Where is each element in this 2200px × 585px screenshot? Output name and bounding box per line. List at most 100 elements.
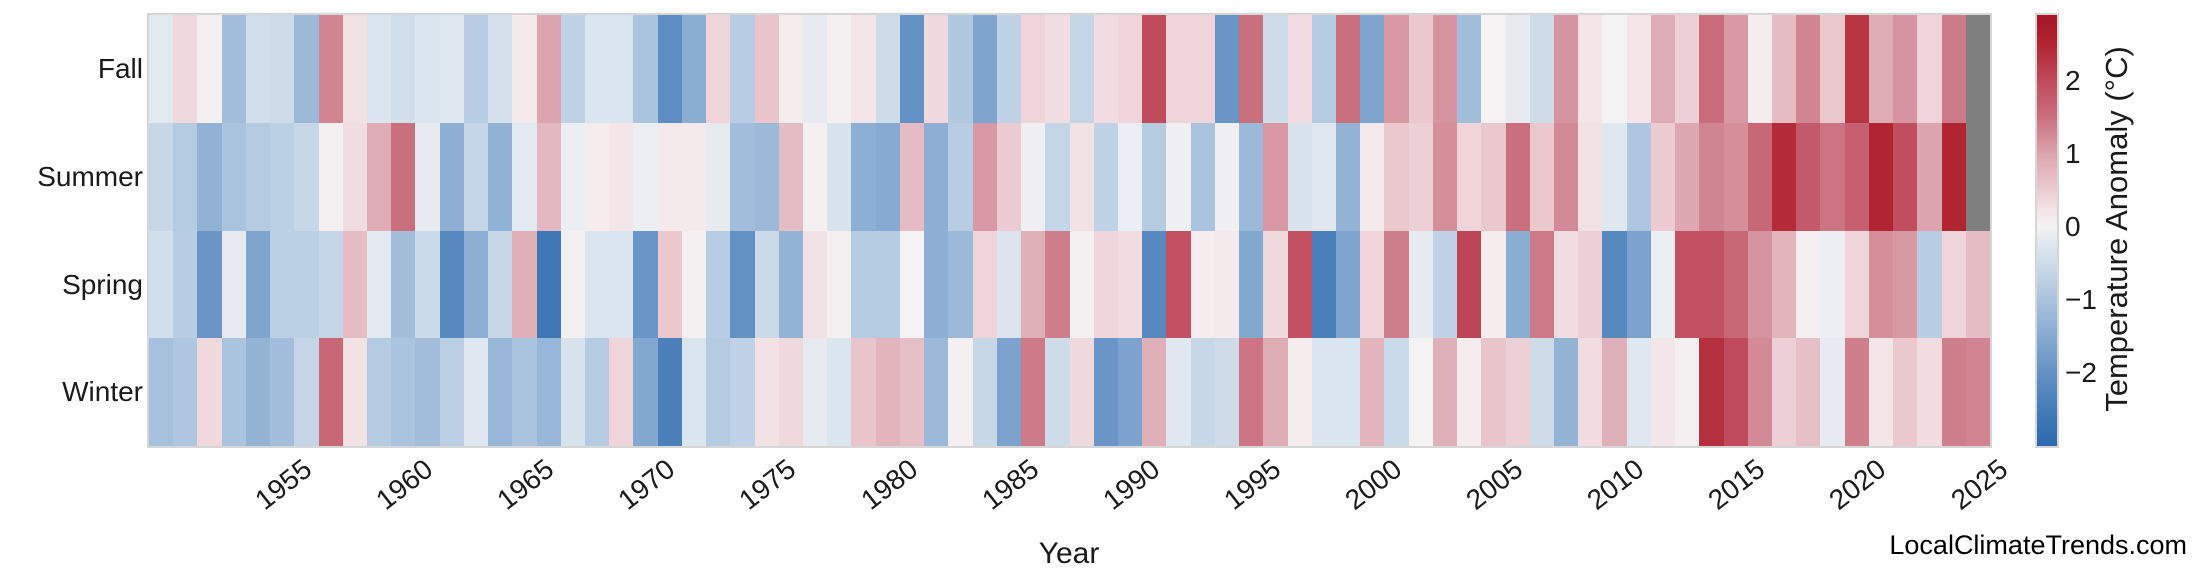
heatmap-cell bbox=[1069, 15, 1094, 123]
heatmap-cell bbox=[899, 15, 925, 123]
heatmap-cell bbox=[754, 230, 779, 339]
heatmap-cell bbox=[560, 230, 586, 339]
heatmap-cell bbox=[730, 338, 755, 446]
heatmap-cell bbox=[827, 338, 852, 446]
heatmap-cell bbox=[1384, 338, 1409, 446]
heatmap-cell bbox=[1481, 122, 1506, 231]
heatmap-cell bbox=[1432, 122, 1458, 231]
heatmap-cell bbox=[512, 122, 537, 231]
heatmap-cell bbox=[754, 122, 779, 231]
heatmap-cell bbox=[1335, 122, 1361, 231]
heatmap-cell bbox=[1384, 122, 1409, 231]
heatmap-cell bbox=[391, 15, 416, 123]
colorbar-label: Temperature Anomaly (°C) bbox=[2099, 46, 2134, 412]
heatmap-cell bbox=[1771, 230, 1797, 339]
heatmap-cell bbox=[754, 15, 779, 123]
heatmap-cell bbox=[1965, 338, 1990, 446]
x-tick-label: 2020 bbox=[1823, 453, 1892, 516]
heatmap-cell bbox=[1263, 338, 1288, 446]
heatmap-cell bbox=[1602, 122, 1627, 231]
heatmap-cell bbox=[1868, 338, 1894, 446]
heatmap-cell bbox=[415, 338, 440, 446]
heatmap-cell bbox=[1166, 15, 1191, 123]
heatmap-cell bbox=[1868, 230, 1894, 339]
heatmap-cell bbox=[1723, 15, 1748, 123]
heatmap-cell bbox=[1045, 122, 1070, 231]
heatmap-cell bbox=[996, 338, 1022, 446]
heatmap-cell bbox=[1263, 230, 1288, 339]
heatmap-cell bbox=[948, 122, 973, 231]
heatmap-cell bbox=[1529, 122, 1554, 231]
heatmap-cell bbox=[415, 15, 440, 123]
colorbar-tick-label: 1 bbox=[2065, 137, 2081, 169]
heatmap-cell bbox=[681, 230, 707, 339]
heatmap-cell bbox=[778, 338, 804, 446]
heatmap-cell bbox=[948, 15, 973, 123]
heatmap-cell bbox=[778, 15, 804, 123]
heatmap-cell bbox=[1481, 15, 1506, 123]
heatmap-cell bbox=[1505, 338, 1530, 446]
heatmap-cell bbox=[1263, 15, 1288, 123]
heatmap-cell bbox=[488, 338, 513, 446]
heatmap-cell bbox=[245, 15, 271, 123]
heatmap-cell bbox=[803, 338, 828, 446]
heatmap-cell bbox=[294, 230, 319, 339]
heatmap-cell bbox=[681, 15, 707, 123]
heatmap-cell bbox=[1529, 230, 1554, 339]
heatmap-cell bbox=[1021, 230, 1046, 339]
heatmap-cell bbox=[1893, 338, 1918, 446]
heatmap-cell bbox=[851, 230, 876, 339]
x-tick-label: 1990 bbox=[1096, 453, 1166, 516]
heatmap-cell bbox=[1529, 338, 1554, 446]
heatmap-cell bbox=[972, 338, 997, 446]
heatmap-cell bbox=[924, 15, 949, 123]
heatmap-cell bbox=[609, 230, 634, 339]
heatmap-cell bbox=[270, 122, 295, 231]
heatmap-cell bbox=[803, 15, 828, 123]
heatmap-cell bbox=[173, 15, 198, 123]
heatmap-cell bbox=[1868, 15, 1894, 123]
heatmap-cell bbox=[1239, 15, 1264, 123]
heatmap-cell bbox=[730, 230, 755, 339]
heatmap-cell bbox=[1650, 230, 1676, 339]
x-tick-label: 2015 bbox=[1702, 453, 1771, 516]
heatmap-cell bbox=[173, 338, 198, 446]
heatmap-cell bbox=[149, 230, 174, 339]
heatmap-cell bbox=[1021, 338, 1046, 446]
heatmap-cell bbox=[1796, 15, 1821, 123]
heatmap-cell bbox=[924, 230, 949, 339]
heatmap-cell bbox=[633, 15, 658, 123]
heatmap-cell bbox=[996, 122, 1022, 231]
heatmap-cell bbox=[391, 122, 416, 231]
heatmap-cell bbox=[1796, 338, 1821, 446]
heatmap-cell bbox=[391, 338, 416, 446]
heatmap-cell bbox=[439, 122, 464, 231]
heatmap-cell bbox=[1796, 230, 1821, 339]
heatmap-cell bbox=[1360, 15, 1385, 123]
heatmap-cell bbox=[1384, 230, 1409, 339]
heatmap-cell bbox=[1917, 230, 1942, 339]
heatmap-cell bbox=[1360, 122, 1385, 231]
x-tick-label: 1975 bbox=[733, 453, 802, 516]
heatmap-cell bbox=[1311, 15, 1336, 123]
heatmap-cell bbox=[1844, 122, 1869, 231]
x-tick-label: 2010 bbox=[1581, 453, 1650, 516]
heatmap-cell bbox=[342, 338, 367, 446]
heatmap-cell bbox=[1021, 15, 1046, 123]
heatmap-cell bbox=[1747, 15, 1772, 123]
heatmap-cell bbox=[585, 230, 610, 339]
heatmap-cell bbox=[1747, 122, 1772, 231]
heatmap-cell bbox=[1457, 338, 1482, 446]
heatmap-cell bbox=[1650, 338, 1676, 446]
heatmap-cell bbox=[1529, 15, 1554, 123]
heatmap-cell bbox=[1045, 338, 1070, 446]
heatmap-cell bbox=[391, 230, 416, 339]
heatmap-cell bbox=[633, 338, 658, 446]
heatmap-cell bbox=[1553, 338, 1579, 446]
heatmap-cell bbox=[1457, 230, 1482, 339]
heatmap-cell bbox=[1893, 15, 1918, 123]
heatmap-cell bbox=[560, 338, 586, 446]
heatmap-cell bbox=[924, 338, 949, 446]
heatmap-cell bbox=[948, 338, 973, 446]
